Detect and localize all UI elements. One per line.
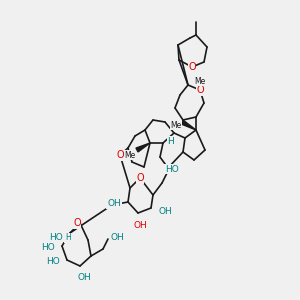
Text: O: O: [188, 62, 196, 72]
Text: O: O: [73, 218, 81, 228]
Text: HO: HO: [165, 164, 179, 173]
Text: OH: OH: [107, 200, 121, 208]
Text: O: O: [136, 173, 144, 183]
Text: HO: HO: [49, 232, 63, 242]
Text: HO: HO: [41, 244, 55, 253]
Text: O: O: [196, 85, 204, 95]
Text: Me: Me: [124, 151, 136, 160]
Text: OH: OH: [110, 232, 124, 242]
Text: O: O: [108, 200, 116, 210]
Text: O: O: [116, 150, 124, 160]
Text: Me: Me: [194, 76, 206, 85]
Polygon shape: [181, 120, 196, 130]
Text: Me: Me: [170, 121, 182, 130]
Text: H: H: [168, 136, 174, 146]
Text: H: H: [65, 233, 71, 242]
Text: OH: OH: [158, 208, 172, 217]
Polygon shape: [136, 143, 150, 152]
Text: OH: OH: [77, 274, 91, 283]
Text: HO: HO: [46, 257, 60, 266]
Text: OH: OH: [133, 220, 147, 230]
